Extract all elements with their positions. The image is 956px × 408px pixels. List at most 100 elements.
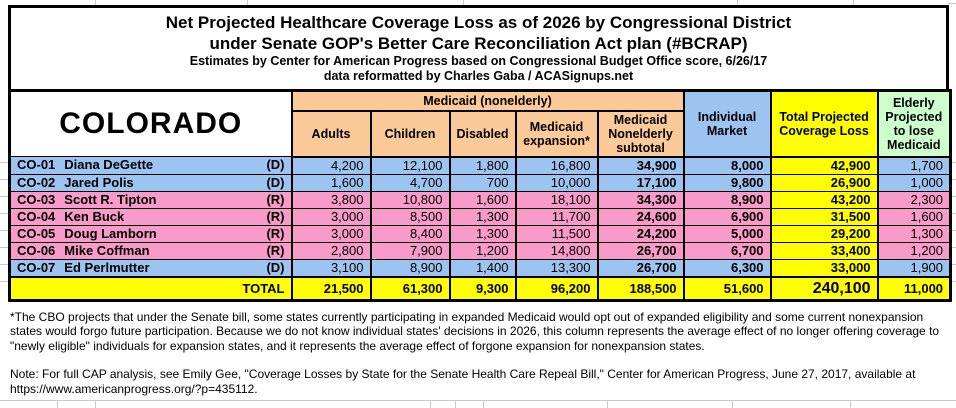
individual-market-cell: 6,900 [682,207,772,226]
gridline [732,400,733,408]
total-row: TOTAL 21,500 61,300 9,300 96,200 188,500… [8,275,952,301]
elderly-cell: 2,300 [876,190,952,209]
medicaid-subtotal-cell: 34,900 [596,156,685,175]
elderly-cell: 1,200 [876,241,952,260]
total-elderly: 11,000 [876,275,952,301]
total-loss-cell: 31,500 [769,207,879,226]
gridline [0,230,8,231]
gridline [430,400,431,408]
adults-cell: 3,000 [290,207,372,226]
adults-header: Adults [290,110,372,158]
gridline [455,400,456,408]
medicaid-subtotal-cell: 17,100 [596,173,685,192]
party-label: (R) [266,208,285,224]
individual-market-cell: 9,800 [682,173,772,192]
expansion-cell: 14,800 [514,241,599,260]
rep-name: Ed Perlmutter [64,259,150,275]
party-label: (R) [266,242,285,258]
children-cell: 10,800 [369,190,451,209]
district-row-co05: CO-05 Doug Lamborn (R) 3,000 8,400 1,300… [8,224,952,243]
district-row-co04: CO-04 Ken Buck (R) 3,000 8,500 1,300 11,… [8,207,952,226]
total-children: 61,300 [369,275,451,301]
disabled-cell: 1,800 [448,156,517,175]
district-code: CO-06 [17,242,56,258]
gridline [0,162,8,163]
district-code: CO-07 [17,259,56,275]
title-line-1: Net Projected Healthcare Coverage Loss a… [165,13,792,32]
party-label: (D) [266,174,285,190]
medicaid-subtotal-cell: 24,200 [596,224,685,243]
elderly-cell: 1,600 [876,207,952,226]
gridline [57,400,58,408]
rep-name: Jared Polis [64,174,134,190]
district-code: CO-01 [17,157,56,173]
gridline [483,400,484,408]
gridline [737,0,738,5]
district-name-cell: CO-02 Jared Polis (D) [8,173,293,192]
medicaid-expansion-header: Medicaid expansion* [514,110,599,158]
total-individual-market: 51,600 [682,275,772,301]
total-loss-cell: 29,200 [769,224,879,243]
individual-market-header: Individual Market [682,90,772,158]
total-loss-cell: 42,900 [769,156,879,175]
district-name-cell: CO-06 Mike Coffman (R) [8,241,293,260]
district-code: CO-05 [17,225,56,241]
subtitle-line-1: Estimates by Center for American Progres… [189,54,768,68]
district-name-cell: CO-07 Ed Perlmutter (D) [8,258,293,277]
disabled-cell: 700 [448,173,517,192]
gridline [463,0,464,5]
total-loss-cell: 43,200 [769,190,879,209]
gridline [247,0,248,5]
party-label: (R) [266,225,285,241]
subtitle-line-2: data reformatted by Charles Gaba / ACASi… [323,69,634,83]
total-expansion: 96,200 [514,275,599,301]
adults-cell: 3,800 [290,190,372,209]
gridline [850,400,851,408]
gridline [0,213,8,214]
district-code: CO-02 [17,174,56,190]
medicaid-subtotal-header: Medicaid Nonelderly subtotal [596,110,685,158]
cbo-footnote: *The CBO projects that under the Senate … [10,309,940,353]
coverage-loss-table: COLORADO Medicaid (nonelderly) Individua… [8,89,953,302]
district-name-cell: CO-03 Scott R. Tipton (R) [8,190,293,209]
disabled-header: Disabled [448,110,517,158]
gridline [0,400,956,401]
elderly-cell: 1,900 [876,258,952,277]
disabled-cell: 1,300 [448,224,517,243]
title-line-2: under Senate GOP's Better Care Reconcili… [209,34,748,53]
expansion-cell: 18,100 [514,190,599,209]
individual-market-cell: 6,700 [682,241,772,260]
adults-cell: 3,100 [290,258,372,277]
gridline [607,400,608,408]
gridline [0,179,8,180]
district-name-cell: CO-01 Diana DeGette (D) [8,156,293,175]
rep-name: Ken Buck [64,208,125,224]
total-row-label: TOTAL [8,275,293,301]
disabled-cell: 1,300 [448,207,517,226]
gridline [0,281,8,282]
expansion-cell: 10,000 [514,173,599,192]
expansion-cell: 11,700 [514,207,599,226]
gridline [0,247,8,248]
disabled-cell: 1,600 [448,190,517,209]
rep-name: Doug Lamborn [64,225,157,241]
total-coverage-loss-header: Total Projected Coverage Loss [769,90,879,158]
medicaid-subtotal-cell: 26,700 [596,258,685,277]
individual-market-cell: 6,300 [682,258,772,277]
district-row-co06: CO-06 Mike Coffman (R) 2,800 7,900 1,200… [8,241,952,260]
rep-name: Mike Coffman [64,242,150,258]
individual-market-cell: 8,900 [682,190,772,209]
children-cell: 8,400 [369,224,451,243]
state-label: COLORADO [8,90,293,157]
expansion-cell: 13,300 [514,258,599,277]
district-name-cell: CO-05 Doug Lamborn (R) [8,224,293,243]
header-row-group: COLORADO Medicaid (nonelderly) Individua… [8,90,952,158]
expansion-cell: 11,500 [514,224,599,243]
adults-cell: 4,200 [290,156,372,175]
gridline [95,400,96,408]
rep-name: Diana DeGette [64,157,154,173]
gridline [0,196,8,197]
party-label: (R) [266,191,285,207]
gridline [95,0,96,5]
